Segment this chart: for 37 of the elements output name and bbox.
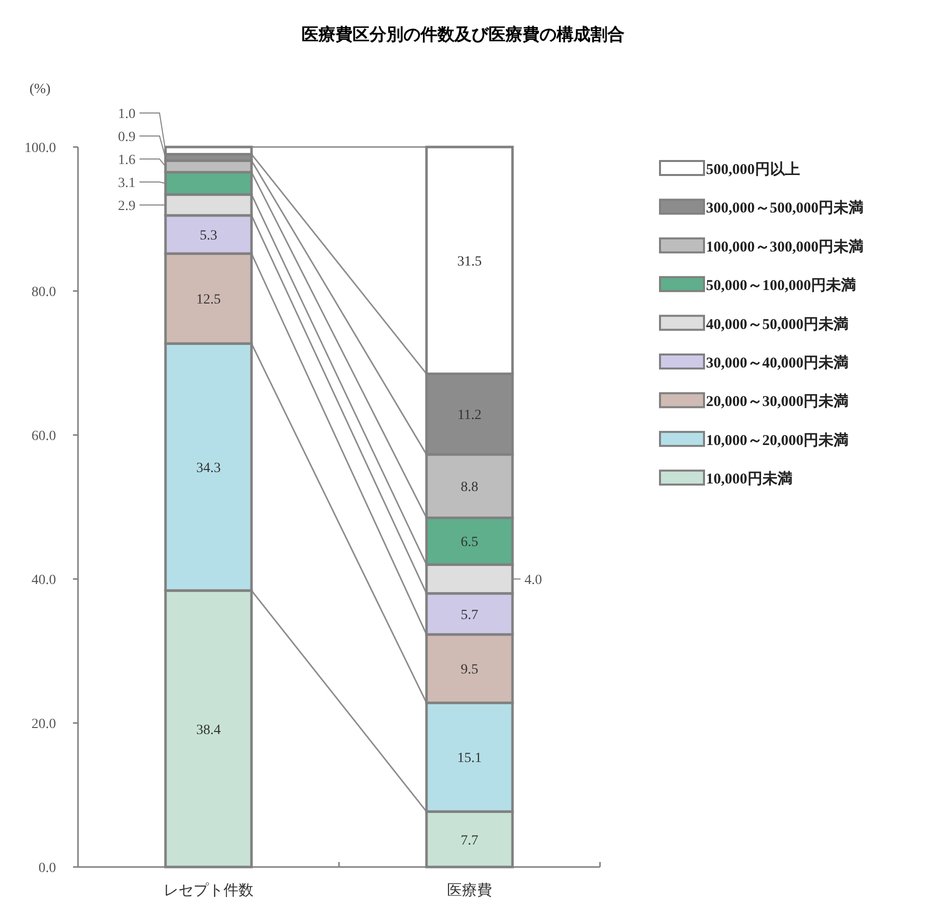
data-label: 34.3	[196, 461, 221, 476]
y-tick-label: 0.0	[38, 861, 56, 876]
legend-label: 40,000～50,000円未満	[706, 316, 848, 333]
data-label: 8.8	[460, 480, 478, 496]
legend-label: 300,000～500,000円未満	[706, 200, 864, 217]
legend-label: 20,000～30,000円未満	[706, 393, 848, 410]
data-label: 7.7	[460, 833, 478, 848]
data-label: 9.5	[460, 662, 478, 678]
data-label: 31.5	[457, 254, 482, 270]
data-label: 1.0	[118, 106, 136, 122]
data-label: 12.5	[196, 292, 221, 308]
data-label: 1.6	[118, 152, 136, 168]
legend-label: 10,000～20,000円未満	[706, 432, 848, 449]
legend-label: 50,000～100,000円未満	[706, 277, 856, 294]
x-tick-label: レセプト件数	[164, 882, 254, 899]
legend-label: 500,000円以上	[706, 161, 800, 178]
data-label: 5.7	[460, 608, 478, 623]
y-axis-title: (%)	[30, 82, 51, 97]
data-label: 3.1	[118, 176, 136, 191]
y-tick-label: 20.0	[32, 717, 56, 732]
data-label: 0.9	[118, 130, 136, 145]
data-label: 38.4	[196, 722, 221, 738]
y-tick-label: 100.0	[24, 141, 56, 156]
legend-label: 100,000～300,000円未満	[706, 238, 864, 256]
data-label: 4.0	[524, 573, 542, 588]
x-tick-label: 医療費	[447, 882, 492, 899]
y-tick-label: 40.0	[32, 573, 56, 588]
data-label: 6.5	[460, 535, 478, 550]
legend-label: 30,000～40,000円未満	[706, 354, 848, 372]
data-label: 11.2	[458, 408, 482, 424]
data-label: 2.9	[118, 198, 136, 214]
data-label: 15.1	[457, 751, 482, 766]
data-label: 5.3	[200, 228, 218, 244]
y-tick-label: 60.0	[32, 429, 56, 444]
chart-title: 医療費区分別の件数及び医療費の構成割合	[302, 25, 624, 45]
y-tick-label: 80.0	[32, 285, 56, 300]
legend-label: 10,000円未満	[706, 470, 792, 488]
